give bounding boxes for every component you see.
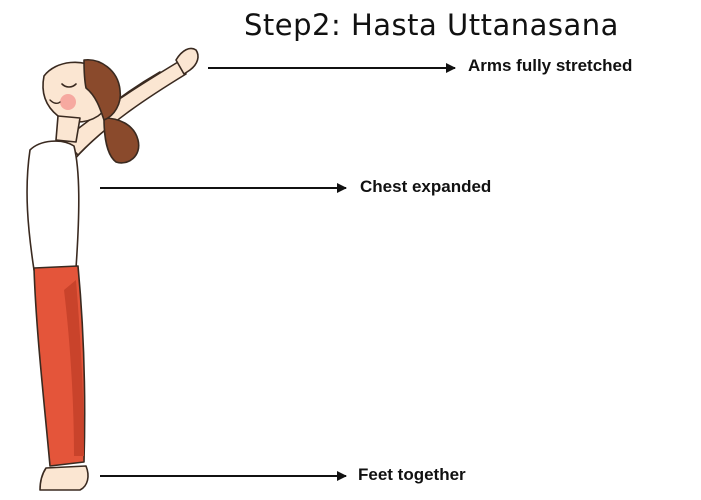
tank-top [26, 140, 80, 271]
hand [175, 47, 199, 75]
smile [49, 99, 61, 105]
closed-eye [61, 83, 77, 88]
label-chest: Chest expanded [360, 177, 492, 196]
label-feet: Feet together [358, 465, 466, 484]
hair [83, 59, 122, 121]
feet [39, 465, 89, 491]
yoga-figure-illustration [26, 47, 199, 491]
label-arms: Arms fully stretched [468, 56, 633, 75]
ponytail [103, 117, 140, 164]
diagram-title: Step2: Hasta Uttanasana [244, 8, 619, 42]
neck [55, 115, 81, 143]
pants-shadow [64, 280, 84, 456]
cheek [60, 94, 76, 110]
